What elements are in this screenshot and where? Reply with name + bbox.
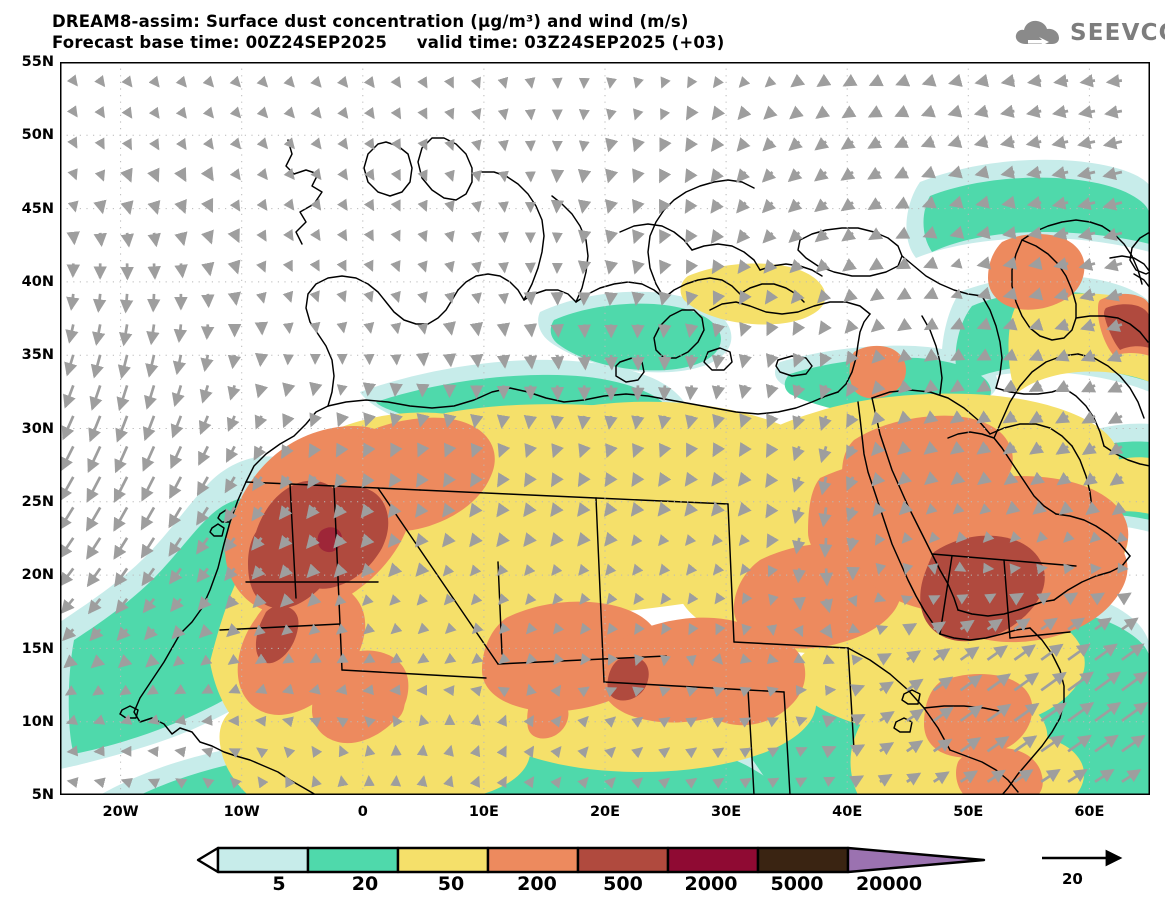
- y-tick-5N: 5N: [31, 787, 54, 803]
- x-tick-0: 0: [357, 804, 368, 820]
- wind-key-value: 20: [1062, 870, 1083, 888]
- y-tick-30N: 30N: [21, 421, 54, 437]
- logo-text: SEEVCCC: [1070, 20, 1165, 46]
- colorbar-tick-20: 20: [351, 873, 379, 895]
- wind-vector-field: [60, 73, 1149, 789]
- wind-key-arrow-icon: [1042, 849, 1123, 867]
- y-tick-50N: 50N: [21, 127, 54, 143]
- x-tick-60E: 60E: [1074, 804, 1105, 820]
- y-tick-15N: 15N: [21, 641, 54, 657]
- x-tick-10E: 10E: [468, 804, 499, 820]
- colorbar-tick-2000: 2000: [684, 873, 738, 895]
- page-title: DREAM8-assim: Surface dust concentration…: [52, 12, 689, 31]
- x-tick-20W: 20W: [102, 804, 139, 820]
- y-tick-55N: 55N: [21, 54, 54, 70]
- x-tick-40E: 40E: [832, 804, 863, 820]
- colorbar-tick-50: 50: [437, 873, 465, 895]
- y-tick-20N: 20N: [21, 567, 54, 583]
- y-tick-40N: 40N: [21, 274, 54, 290]
- colorbar: 5 20 50 200 500 2000 5000 20000: [196, 845, 986, 901]
- seevccc-logo: SEEVCCC: [1012, 16, 1165, 54]
- cloud-icon: [1015, 20, 1059, 47]
- forecast-time-subtitle: Forecast base time: 00Z24SEP2025 valid t…: [52, 33, 725, 52]
- colorbar-swatches: [196, 846, 986, 874]
- map-plot-area: 55N 50N 45N 40N 35N 30N 25N 20N 15N 10N …: [22, 54, 1150, 820]
- colorbar-tick-5000: 5000: [770, 873, 824, 895]
- x-tick-50E: 50E: [953, 804, 984, 820]
- colorbar-tick-5: 5: [272, 873, 286, 895]
- colorbar-tick-20000: 20000: [855, 873, 923, 895]
- colorbar-tick-200: 200: [517, 873, 557, 895]
- colorbar-tick-500: 500: [603, 873, 643, 895]
- x-tick-20E: 20E: [589, 804, 621, 820]
- wind-scale-key: 20: [1036, 848, 1146, 892]
- dust-field-contours: [60, 62, 1150, 795]
- x-tick-10W: 10W: [223, 804, 260, 820]
- y-tick-45N: 45N: [21, 201, 54, 217]
- dust-concentration-map: [60, 62, 1150, 795]
- y-tick-10N: 10N: [21, 714, 54, 730]
- x-tick-30E: 30E: [711, 804, 742, 820]
- y-tick-25N: 25N: [21, 494, 54, 510]
- y-tick-35N: 35N: [21, 347, 54, 363]
